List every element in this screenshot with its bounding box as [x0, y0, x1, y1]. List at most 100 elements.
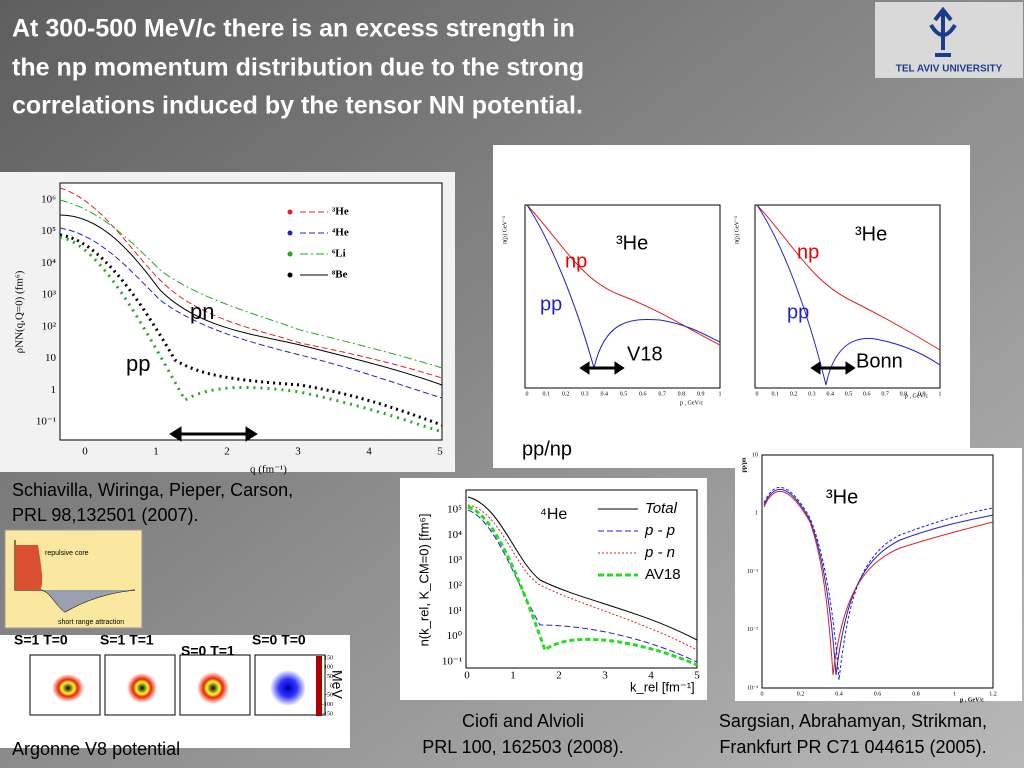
y-tick-label: 10⁶ — [41, 194, 56, 206]
np-label: np — [565, 250, 587, 272]
arrow — [169, 426, 258, 442]
potential-sketch: repulsive core short range attraction — [4, 529, 143, 629]
x-tick-label: 0.8 — [912, 691, 920, 697]
y-tick-label: -100 — [322, 702, 333, 708]
pn-label: pn — [190, 299, 214, 324]
y-label: pp/pn — [741, 457, 747, 473]
density — [52, 674, 84, 702]
x-tick-label: 0.1 — [772, 391, 780, 397]
legend: Total p - p p - n AV18 — [598, 500, 681, 583]
y-tick-label: -50 — [325, 693, 333, 699]
legend-label: AV18 — [645, 566, 681, 583]
y-tick-label: 10⁻¹ — [442, 656, 462, 668]
x-tick-label: 0.4 — [835, 691, 843, 697]
state-label: S=0 T=1 — [181, 643, 235, 659]
curve — [467, 509, 698, 663]
densities: S=1 T=0 S=1 T=1 S=0 T=1 S=0 T=0 MeV Argo… — [0, 632, 350, 759]
x-tick-label: 0.7 — [658, 391, 666, 397]
potential: Bonn — [856, 350, 903, 372]
right-plot: ³He pp/pn p , GeV/c — [735, 448, 1022, 703]
legend-label: p - n — [644, 544, 675, 561]
x-tick-label: 0.9 — [918, 391, 926, 397]
x-tick-label: 4 — [648, 670, 654, 682]
density — [127, 673, 157, 703]
y-tick-label: 10⁵ — [447, 504, 462, 516]
legend-marker — [287, 272, 293, 278]
np-curve — [756, 204, 941, 351]
x-tick-label: 0 — [464, 670, 470, 682]
curve — [763, 488, 994, 676]
x-tick-label: 1 — [939, 391, 942, 397]
legend-label: p - p — [644, 522, 675, 539]
logo: TEL AVIV UNIVERSITY — [875, 2, 1023, 78]
y-label: n(p) GeV⁻³ — [501, 216, 508, 244]
x-tick-label: 4 — [366, 446, 372, 458]
x-tick-label: 5 — [694, 670, 700, 682]
frame — [754, 204, 941, 389]
x-tick-label: 0.2 — [790, 391, 798, 397]
y-label: n(k_rel, K_CM=0) [fm⁶] — [416, 514, 431, 647]
ref-line: Schiavilla, Wiringa, Pieper, Carson, — [12, 480, 293, 500]
state-label: S=1 T=0 — [14, 632, 68, 648]
legend-marker — [287, 209, 293, 215]
attraction-area — [40, 590, 135, 612]
x-tick-label: 1 — [510, 670, 516, 682]
curve — [59, 199, 443, 369]
x-tick-label: 0 — [756, 391, 759, 397]
ref-line: PRL 100, 162503 (2008). — [422, 737, 623, 757]
pp-curve — [756, 204, 941, 386]
potential: V18 — [627, 343, 663, 365]
y-tick-label: 10⁻¹ — [36, 416, 56, 428]
y-tick-label: 10⁻³ — [747, 685, 758, 691]
nucleus: ³He — [616, 232, 648, 254]
ref-line: Frankfurt PR C71 044615 (2005). — [719, 737, 986, 757]
pp-label: pp — [787, 301, 809, 323]
curve — [763, 486, 994, 681]
y-label: n(p) GeV⁻³ — [733, 216, 740, 244]
caption: Argonne V8 potential — [12, 739, 180, 759]
state-label: S=0 T=0 — [252, 632, 306, 648]
y-tick-label: 10 — [45, 352, 57, 364]
nucleus: ⁴He — [540, 506, 567, 523]
x-tick-label: 0.4 — [600, 391, 608, 397]
x-tick-label: 3 — [602, 670, 608, 682]
legend-marker — [287, 230, 293, 236]
panel-bg — [400, 478, 707, 700]
ref-line: Sargsian, Abrahamyan, Strikman, — [719, 711, 987, 731]
x-label: p , GeV/c — [680, 400, 703, 406]
x-label: p , GeV/c — [960, 697, 984, 703]
left-plot: pp pn q (fm⁻¹) ρNN(q,Q=0) (fm⁶) — [0, 172, 455, 476]
x-label: p , GeV/c — [905, 393, 928, 399]
x-tick-label: 0.3 — [808, 391, 816, 397]
y-tick-label: 10² — [42, 320, 57, 332]
panel-bg — [735, 448, 1022, 701]
y-tick-label: 10⁵ — [41, 225, 56, 237]
points — [59, 233, 443, 427]
logo-emblem — [929, 6, 957, 57]
x-tick-label: 0.9 — [697, 391, 705, 397]
y-label: ρNN(q,Q=0) (fm⁶) — [14, 270, 26, 353]
x-tick-label: 0.1 — [543, 391, 551, 397]
y-tick-label: 100 — [324, 665, 333, 671]
x-tick-label: 0.6 — [863, 391, 871, 397]
x-tick-label: 0.5 — [620, 391, 628, 397]
x-tick-label: 0.8 — [900, 391, 908, 397]
y-tick-label: 10⁴ — [447, 529, 462, 541]
nucleus: ³He — [826, 486, 858, 508]
y-tick-label: 10¹ — [448, 605, 462, 617]
y-tick-label: 10² — [448, 580, 463, 592]
legend-marker — [287, 251, 293, 257]
title: At 300-500 MeV/c there is an excess stre… — [12, 15, 584, 120]
pp-label: pp — [126, 351, 150, 376]
curve — [59, 227, 443, 399]
y-tick-label: 10³ — [42, 289, 57, 301]
x-tick-label: 0 — [526, 391, 529, 397]
y-tick-label: 50 — [327, 674, 333, 680]
curve — [763, 490, 994, 676]
x-tick-label: 0.7 — [881, 391, 889, 397]
y-tick-label: 150 — [324, 655, 333, 661]
x-tick-label: 0.2 — [562, 391, 570, 397]
x-tick-label: 1 — [153, 446, 159, 458]
x-label: k_rel [fm⁻¹] — [630, 679, 695, 694]
